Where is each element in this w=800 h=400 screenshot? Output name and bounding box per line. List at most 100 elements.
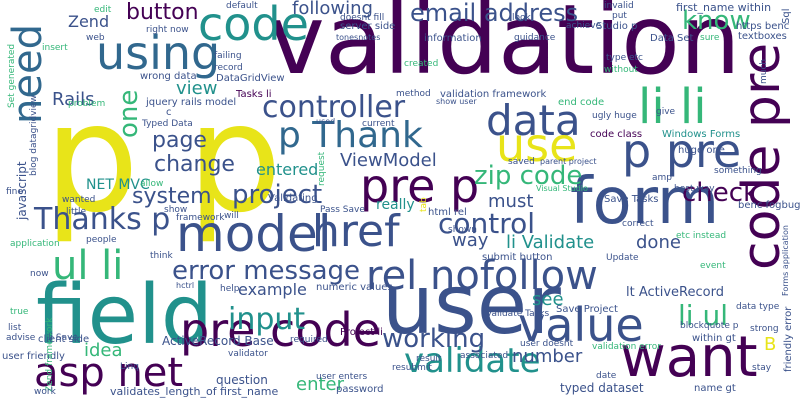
word-validator: validator: [228, 349, 268, 359]
word-list: list: [8, 323, 22, 333]
word-number: number: [512, 346, 583, 367]
word-model: model: [176, 205, 332, 263]
word-following: following: [292, 0, 373, 19]
word-zend: Zend: [68, 12, 110, 31]
word-linq: Linq: [120, 362, 139, 372]
word-much: much: [759, 58, 769, 84]
word-zend-framework: Zend framework: [45, 317, 55, 392]
word-numeric-values: numeric values: [316, 282, 393, 293]
word-will: will: [224, 211, 239, 221]
word-li-save: li Save: [48, 333, 78, 343]
word-current: current: [362, 119, 395, 129]
word-resubmit: resubmit: [392, 363, 432, 373]
word-something: something: [714, 166, 762, 176]
word-help: help: [220, 284, 240, 294]
word-friendly-error: friendly error: [783, 306, 794, 372]
word-result: result: [416, 354, 442, 364]
word-view: view: [176, 78, 218, 99]
word-visual-studio: Visual Studio: [536, 184, 588, 193]
word-set-generated: Set generated: [7, 43, 17, 108]
word-user-friendly: user friendly: [2, 351, 65, 362]
word-p-p: p p: [44, 72, 283, 246]
word-sql: Sql: [781, 8, 792, 24]
word-information: information: [424, 33, 482, 44]
word-event: event: [700, 261, 726, 271]
word-entered: entered: [256, 160, 319, 179]
word-use: use: [496, 118, 578, 172]
word-windows-forms: Windows Forms: [662, 129, 741, 140]
word-validate: validate: [404, 341, 541, 381]
word-p-pre: p pre: [622, 124, 742, 178]
word-date: date: [596, 371, 617, 381]
word-ugly-huge: ugly huge: [592, 111, 637, 121]
word-asp-net: asp net: [34, 350, 184, 396]
word-net-mvc: NET MVC: [86, 177, 150, 193]
word-name-gt: name gt: [694, 383, 736, 394]
word-really: really: [376, 197, 415, 213]
word-input: input: [228, 302, 306, 337]
word-lt-activerecord: lt ActiveRecord: [626, 285, 724, 300]
word-system: system: [132, 184, 212, 209]
word-best-way: best way: [674, 184, 715, 194]
word-within-gt: within gt: [692, 333, 736, 344]
word-wrong-data: wrong data: [140, 71, 197, 82]
word-submit-button: submit button: [482, 252, 553, 263]
word-pre-code: pre code: [180, 303, 381, 357]
word-without: without: [604, 65, 638, 75]
word-b: B: [764, 334, 777, 355]
word-enter: enter: [296, 374, 345, 395]
word-tab: tab: [419, 197, 429, 212]
word-project-li: Project li: [340, 327, 383, 338]
word-https-benc: https benc: [736, 21, 790, 32]
word-validating: Validating: [268, 193, 318, 204]
word-idea: idea: [84, 340, 123, 361]
word-created: created: [404, 59, 439, 69]
word-html-rel: html rel: [428, 207, 467, 218]
word-data-type: data type: [736, 302, 780, 312]
word-hctrl: hctrl: [176, 281, 195, 290]
word-forms-application: Forms application: [781, 225, 790, 296]
word-li-ul: li ul: [678, 299, 728, 332]
word-control: control: [438, 207, 536, 240]
word-error-message: error message: [172, 256, 361, 286]
word-thank: Thank: [312, 115, 423, 156]
word-method: method: [396, 89, 431, 99]
word-benc-fogbugz: benc fogbugz: [738, 200, 800, 211]
word-li-validate: li Validate: [506, 232, 595, 253]
word-activerecord-base: ActiveRecord Base: [162, 334, 274, 348]
word-page: page: [152, 128, 207, 153]
word-viewmodel: ViewModel: [340, 150, 437, 171]
word-done: done: [636, 232, 681, 253]
word-form: form: [570, 165, 720, 239]
word-p-thank: p Thank: [278, 115, 423, 156]
word-question: question: [216, 373, 268, 387]
word-update: Update: [606, 253, 639, 263]
word-required: required: [290, 335, 328, 345]
word-validation-framework: validation framework: [440, 89, 547, 100]
word-stay: stay: [752, 363, 772, 373]
word-allow: allow: [140, 179, 164, 189]
word-save-project: Save Project: [556, 304, 618, 315]
word-framework: framework: [176, 213, 225, 223]
word-field: field: [36, 268, 213, 363]
word-typed-dataset: typed dataset: [560, 381, 644, 395]
word-validation-error: validation error: [592, 342, 661, 352]
word-controller: controller: [262, 90, 406, 125]
word-give: give: [656, 107, 676, 117]
word-thanks-p: Thanks p: [34, 202, 171, 237]
word-must: must: [488, 191, 534, 212]
word-way: way: [452, 230, 489, 251]
word-check: check: [682, 178, 759, 208]
word-used: used: [316, 117, 336, 126]
word-guidance: guidance: [514, 33, 556, 43]
word-edit: edit: [94, 5, 112, 15]
word-zip-code: zip code: [474, 161, 583, 191]
word-working: working: [382, 324, 486, 354]
word-email-address: email address: [410, 0, 579, 27]
word-think: think: [150, 251, 173, 261]
word-application: application: [10, 239, 60, 249]
word-using: using: [96, 26, 221, 80]
word-jquery-rails-model: jquery rails model: [146, 97, 237, 108]
word-saved: saved: [508, 157, 535, 167]
